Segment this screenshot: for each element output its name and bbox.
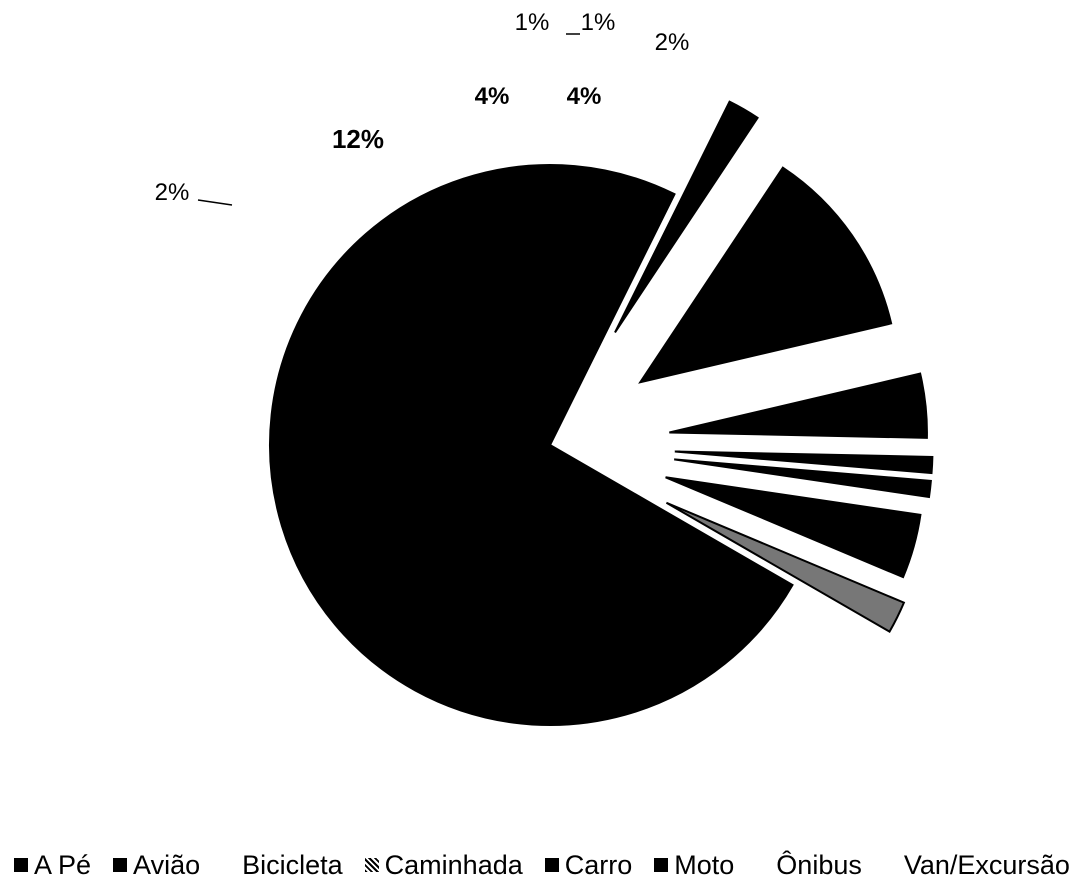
- legend-item-carro: Carro: [544, 849, 633, 881]
- legend-swatch: [884, 858, 898, 872]
- legend-item-caminhada: Caminhada: [364, 849, 523, 881]
- legend-swatch: [756, 858, 770, 872]
- legend-label: Avião: [133, 849, 201, 880]
- legend: A Pé Avião Bicicleta Caminhada Carro Moto Ônib…: [14, 840, 1069, 890]
- data-label-aviao: 12%: [332, 124, 384, 154]
- legend-swatch: [113, 858, 128, 872]
- slice-a-pe: [614, 100, 759, 333]
- slice-moto: [674, 458, 932, 499]
- legend-item-a-pe: A Pé: [14, 850, 91, 881]
- data-label-moto: 1%: [581, 9, 616, 36]
- slice-carro: [269, 164, 794, 726]
- legend-swatch: [364, 858, 379, 872]
- slice-caminhada: [674, 450, 934, 475]
- slice-van-excursao: [665, 501, 906, 633]
- legend-item-aviao: Avião: [113, 850, 200, 881]
- legend-label: Carro: [564, 849, 633, 880]
- data-label-van-excursao: 2%: [655, 29, 690, 56]
- legend-swatch: [544, 858, 559, 872]
- legend-swatch: [14, 858, 28, 872]
- data-label-bicicleta: 4%: [475, 83, 510, 110]
- data-label-caminhada: 1%: [515, 9, 550, 36]
- leader-line: [197, 199, 233, 206]
- legend-item-van-excursao: Van/Excursão: [884, 850, 1069, 881]
- data-label-a-pe: 2%: [155, 179, 190, 206]
- slice-bicicleta: [669, 372, 928, 439]
- legend-item-moto: Moto: [654, 850, 734, 881]
- data-label-onibus: 4%: [567, 83, 602, 110]
- pie-slices: [269, 100, 934, 726]
- legend-swatch: [654, 858, 669, 872]
- legend-item-bicicleta: Bicicleta: [222, 850, 343, 881]
- legend-label: Bicicleta: [242, 849, 343, 880]
- data-labels: 2% 12% 4% 1% 1% 4% 2%: [155, 9, 690, 206]
- legend-label: Ônibus: [776, 849, 862, 880]
- legend-label: Van/Excursão: [903, 849, 1069, 880]
- legend-item-onibus: Ônibus: [756, 850, 862, 881]
- slice-onibus: [665, 476, 922, 579]
- legend-swatch: [222, 858, 236, 872]
- legend-label: Caminhada: [384, 849, 523, 880]
- legend-label: Moto: [674, 849, 735, 880]
- legend-label: A Pé: [34, 849, 92, 880]
- slice-aviao: [638, 166, 893, 384]
